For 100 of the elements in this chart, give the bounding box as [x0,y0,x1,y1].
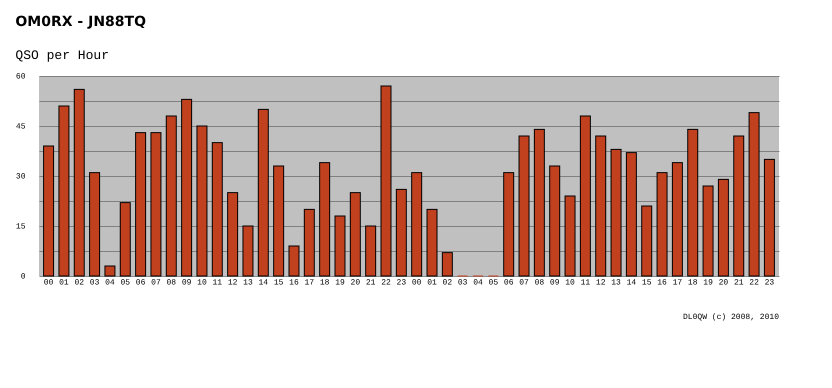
bar [718,178,729,276]
x-tick-label: 14 [258,278,268,288]
bar [626,152,637,276]
bar [764,158,775,276]
bar [641,206,652,276]
x-tick-label: 08 [166,278,176,288]
bar [748,112,760,276]
chart-title: OM0RX - JN88TQ [15,14,146,30]
bar [288,246,300,276]
bar [503,172,514,276]
x-tick-label: 01 [59,278,69,288]
bar [166,116,177,276]
bar [242,226,254,276]
bar [580,116,591,276]
x-tick-label: 12 [596,278,606,288]
bar [150,132,162,276]
x-tick-label: 23 [764,278,774,288]
bar [396,188,407,276]
bar [411,172,422,276]
x-tick-label: 00 [412,278,422,288]
x-tick-label: 08 [534,278,544,288]
bar [534,128,545,276]
bar [549,166,560,276]
x-tick-label: 05 [488,278,498,288]
x-tick-label: 13 [611,278,622,288]
x-tick-label: 07 [151,278,161,288]
bar [656,172,668,276]
bar [120,202,131,276]
y-tick-label: 30 [16,172,26,182]
x-tick-label: 13 [243,278,253,288]
bar [380,86,392,276]
bar [350,192,361,276]
bar [258,108,269,276]
text: DL0QW (c) 2008, 2010 [682,313,780,322]
x-tick-label: 20 [350,278,360,288]
x-tick-label: 23 [396,278,406,288]
x-tick-label: 01 [427,278,437,288]
bar [58,106,70,276]
chart-subtitle: QSO per Hour [15,48,110,63]
x-tick-label: 22 [381,278,391,288]
x-tick-label: 03 [90,278,100,288]
bar [442,252,453,276]
x-tick-label: 21 [734,278,744,288]
x-tick-label: 22 [749,278,760,288]
x-tick-label: 15 [274,278,284,288]
bar [304,208,315,276]
bar [672,162,683,276]
y-tick-label: 45 [16,122,26,132]
y-tick-label: 0 [20,272,26,282]
x-tick-label: 16 [289,278,299,288]
bar [595,136,606,276]
x-tick-label: 00 [44,278,54,288]
bar [196,126,208,276]
x-tick-label: 18 [320,278,330,288]
bar [564,196,576,276]
x-tick-label: 11 [580,278,590,288]
bar [687,128,698,276]
bar [74,88,85,276]
x-tick-label: 07 [519,278,530,288]
x-tick-label: 17 [304,278,314,288]
bar [273,166,284,276]
bar [43,146,54,276]
bar [212,142,223,276]
x-tick-label: 09 [550,278,560,288]
x-tick-label: 09 [182,278,192,288]
bar [227,192,238,276]
x-tick-label: 12 [228,278,238,288]
x-tick-label: 10 [197,278,207,288]
x-tick-label: 20 [718,278,728,288]
bar [181,98,192,276]
bar [135,132,146,276]
bar [733,136,744,276]
x-tick-label: 11 [212,278,222,288]
bar [426,208,438,276]
x-tick-label: 18 [688,278,698,288]
x-tick-label: 02 [442,278,452,288]
y-tick-label: 60 [16,72,26,82]
bar [702,186,714,276]
x-tick-label: 06 [504,278,514,288]
x-tick-label: 03 [458,278,468,288]
x-tick-label: 15 [642,278,652,288]
x-tick-label: 05 [120,278,130,288]
bar [319,162,330,276]
x-tick-label: 19 [703,278,714,288]
bar [610,148,622,276]
x-tick-label: 19 [335,278,345,288]
x-tick-label: 02 [74,278,84,288]
bar [104,266,116,276]
x-tick-label: 04 [473,278,484,288]
x-tick-label: 10 [565,278,576,288]
x-tick-label: 04 [105,278,115,288]
x-tick-label: 16 [657,278,668,288]
x-tick-label: 14 [626,278,636,288]
x-tick-label: 21 [366,278,376,288]
bar [518,136,530,276]
x-tick-label: 06 [136,278,146,288]
y-tick-label: 15 [16,222,26,232]
bar [89,172,100,276]
bar [334,216,346,276]
bar [365,226,376,276]
